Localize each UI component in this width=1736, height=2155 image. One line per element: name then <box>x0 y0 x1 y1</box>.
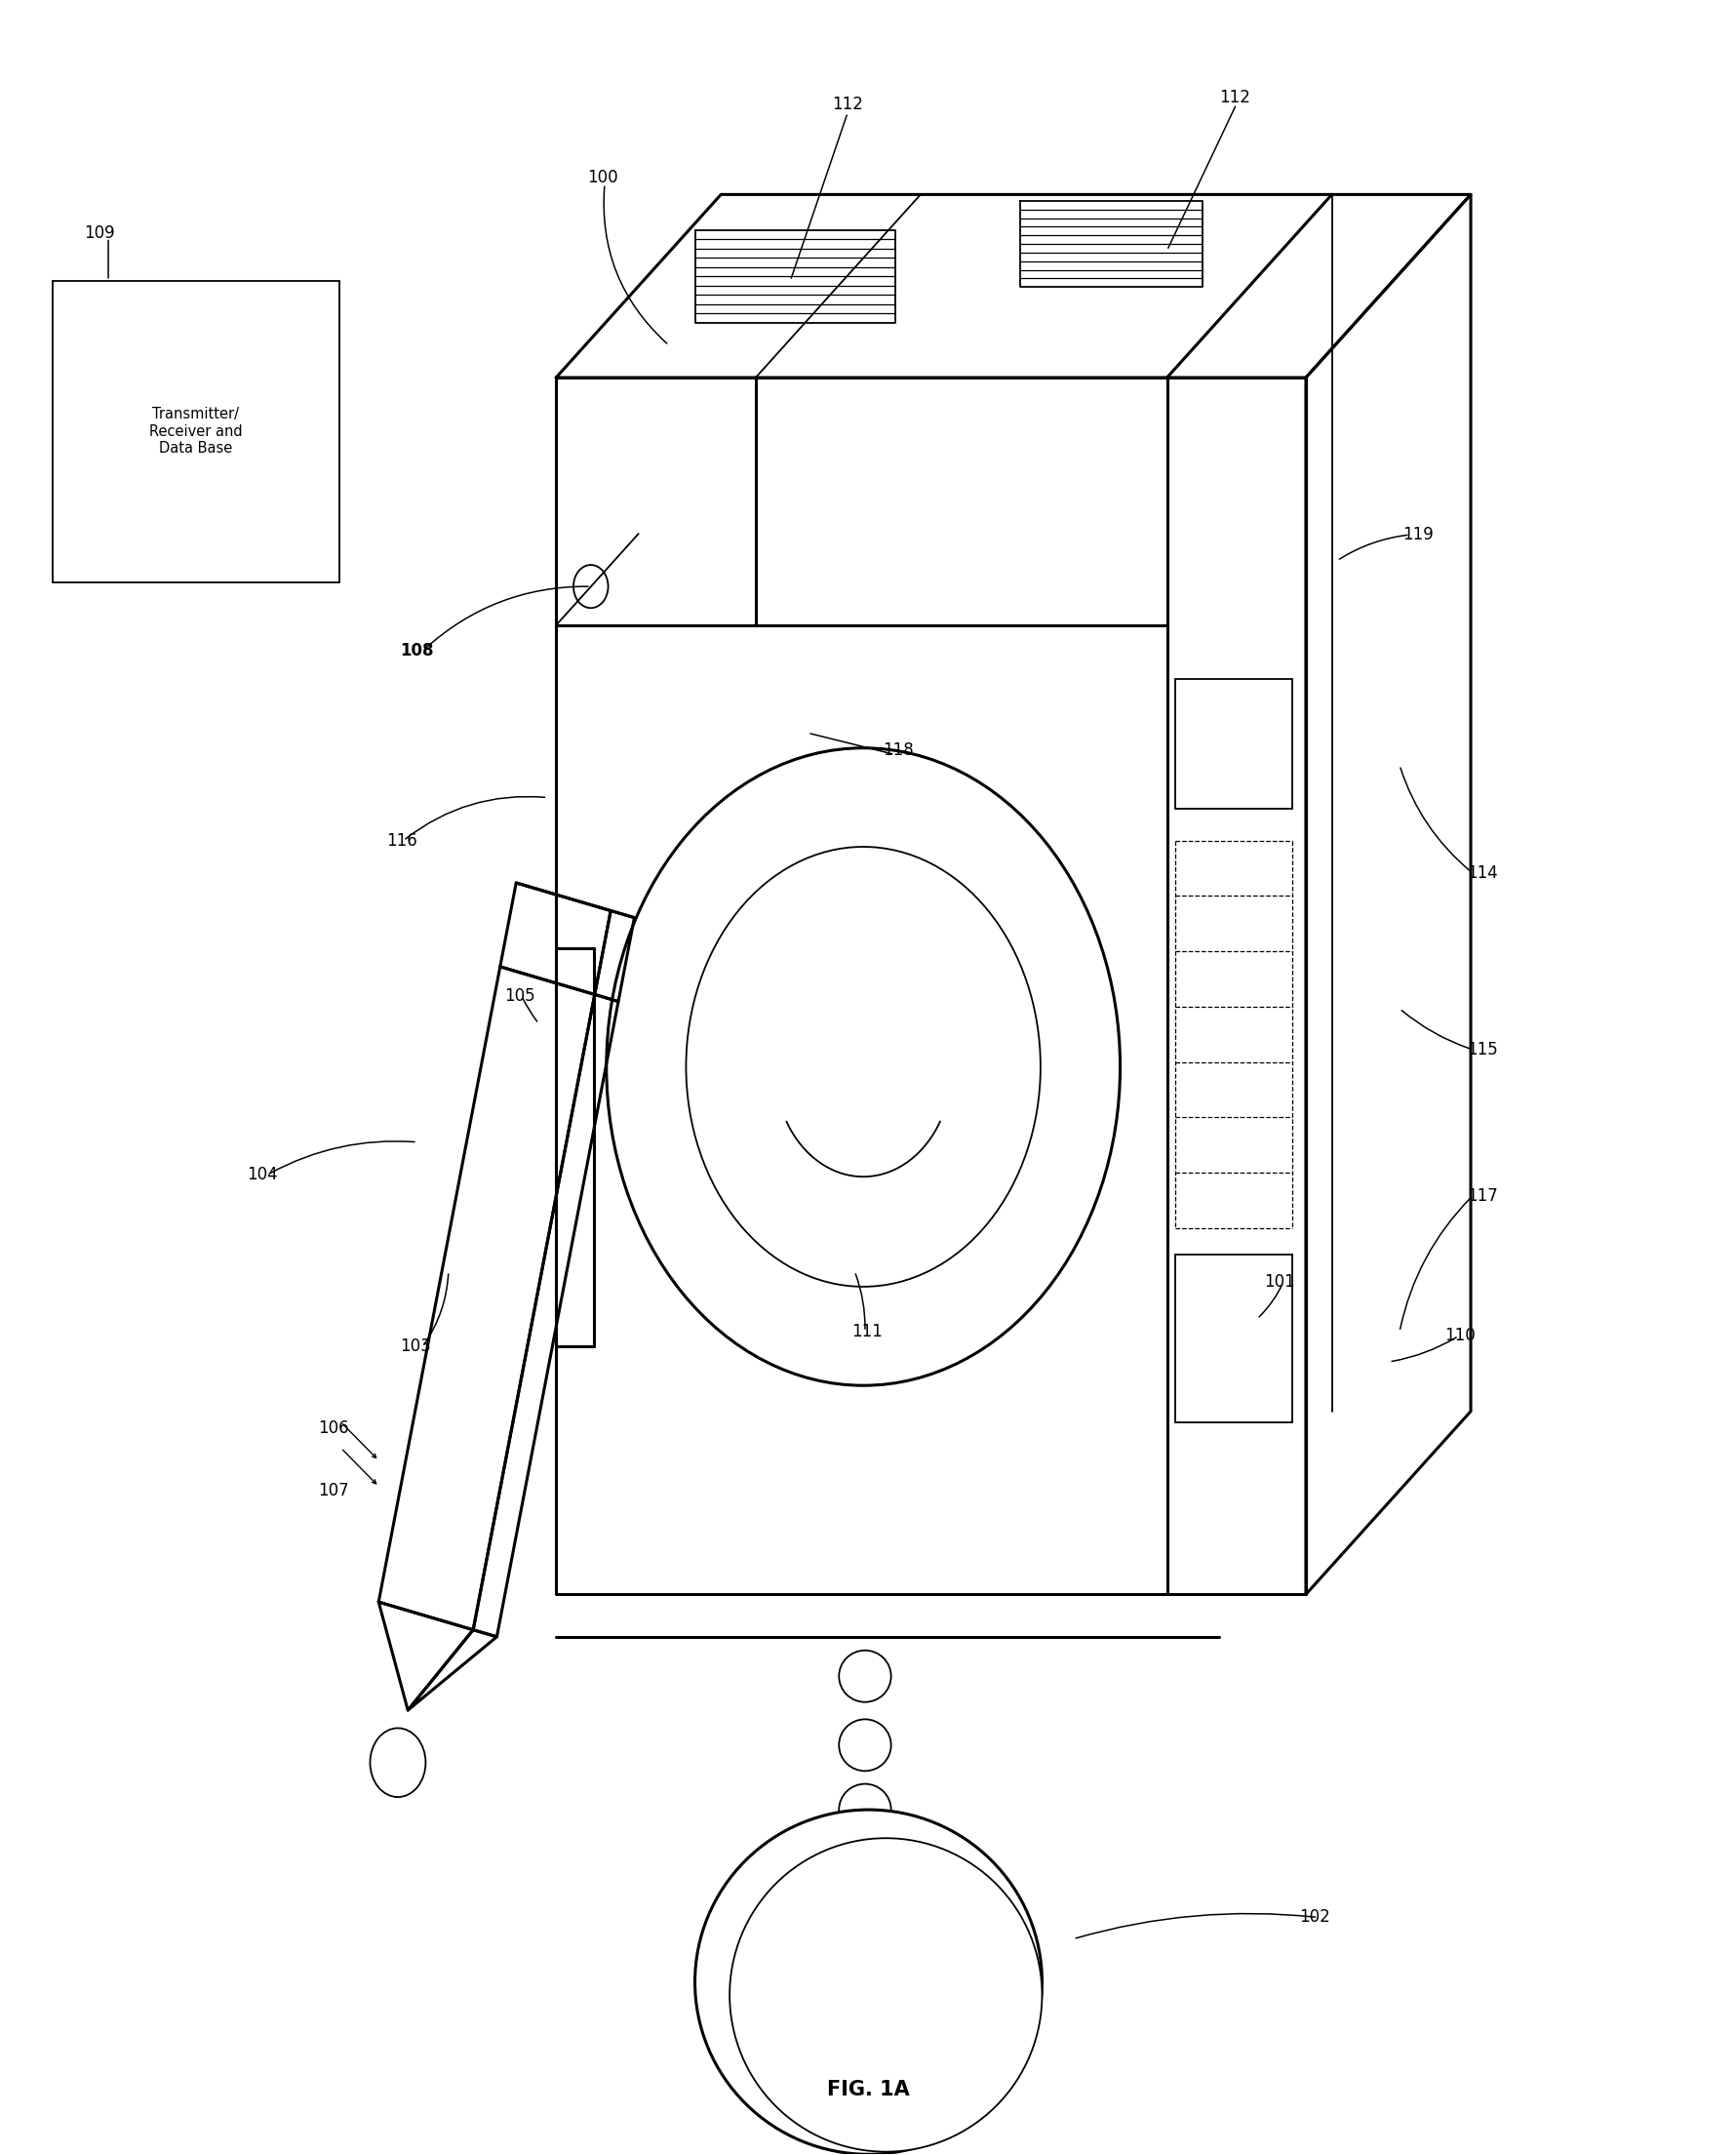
Text: 109: 109 <box>83 224 115 241</box>
Text: 100: 100 <box>587 168 618 185</box>
Text: 104: 104 <box>247 1166 278 1183</box>
Text: 102: 102 <box>1299 1909 1330 1927</box>
Ellipse shape <box>838 1784 891 1836</box>
Text: 108: 108 <box>399 642 434 659</box>
Text: 110: 110 <box>1444 1327 1476 1345</box>
Text: 103: 103 <box>399 1338 431 1355</box>
Bar <box>1175 1254 1292 1422</box>
Text: 116: 116 <box>385 832 417 849</box>
Bar <box>52 280 339 582</box>
Ellipse shape <box>729 1838 1042 2151</box>
Ellipse shape <box>694 1810 1042 2155</box>
Text: 118: 118 <box>882 741 913 759</box>
Text: 111: 111 <box>851 1323 882 1340</box>
Circle shape <box>370 1728 425 1797</box>
Text: Transmitter/
Receiver and
Data Base: Transmitter/ Receiver and Data Base <box>149 407 243 455</box>
Text: 107: 107 <box>318 1483 349 1500</box>
Ellipse shape <box>838 1651 891 1702</box>
Text: 112: 112 <box>1219 88 1250 106</box>
Ellipse shape <box>838 1720 891 1771</box>
Bar <box>1175 679 1292 808</box>
Text: 106: 106 <box>318 1420 349 1437</box>
Ellipse shape <box>606 748 1120 1386</box>
Text: 117: 117 <box>1467 1187 1498 1205</box>
Text: 114: 114 <box>1467 864 1498 881</box>
Text: 112: 112 <box>832 95 863 112</box>
Text: 119: 119 <box>1403 526 1434 543</box>
Text: 105: 105 <box>503 987 535 1004</box>
Text: 101: 101 <box>1264 1274 1295 1291</box>
Ellipse shape <box>686 847 1040 1287</box>
Text: FIG. 1A: FIG. 1A <box>826 2080 910 2099</box>
Text: 115: 115 <box>1467 1041 1498 1058</box>
